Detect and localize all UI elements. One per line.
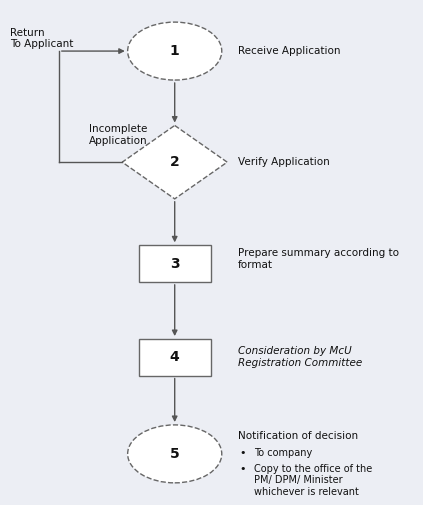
Text: Receive Application: Receive Application: [238, 46, 341, 56]
Bar: [138, 245, 211, 282]
Text: 4: 4: [170, 350, 180, 364]
Bar: [138, 339, 211, 376]
Text: Copy to the office of the
PM/ DPM/ Minister
whichever is relevant: Copy to the office of the PM/ DPM/ Minis…: [254, 464, 373, 497]
Text: Prepare summary according to
format: Prepare summary according to format: [238, 248, 399, 270]
Ellipse shape: [128, 425, 222, 483]
Text: Notification of decision: Notification of decision: [238, 431, 358, 441]
Text: •: •: [240, 448, 246, 458]
Text: 2: 2: [170, 155, 180, 169]
Text: Return
To Applicant: Return To Applicant: [10, 28, 74, 49]
Text: 5: 5: [170, 447, 180, 461]
Text: •: •: [240, 464, 246, 474]
Ellipse shape: [128, 22, 222, 80]
Text: Incomplete
Application: Incomplete Application: [89, 124, 147, 146]
Text: Consideration by McU
Registration Committee: Consideration by McU Registration Commit…: [238, 346, 363, 368]
Text: Verify Application: Verify Application: [238, 157, 330, 167]
Text: 3: 3: [170, 257, 179, 271]
Polygon shape: [122, 125, 227, 199]
Text: 1: 1: [170, 44, 180, 58]
Text: To company: To company: [254, 448, 313, 458]
